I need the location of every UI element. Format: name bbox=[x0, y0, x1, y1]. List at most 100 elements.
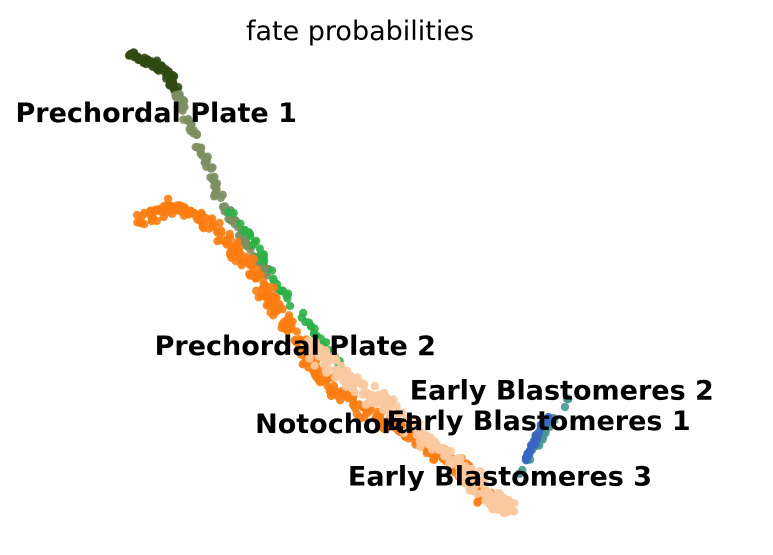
scatter-point bbox=[542, 416, 551, 425]
scatter-point bbox=[445, 458, 454, 468]
scatter-point bbox=[196, 213, 205, 222]
scatter-point bbox=[509, 507, 519, 516]
scatter-point bbox=[363, 408, 372, 417]
cluster-4 bbox=[299, 336, 519, 518]
scatter-point bbox=[193, 143, 202, 152]
scatter-point bbox=[186, 126, 195, 136]
scatter-point bbox=[365, 394, 374, 403]
scatter-point bbox=[199, 221, 208, 231]
scatter-point bbox=[166, 202, 175, 211]
cluster-label: Prechordal Plate 2 bbox=[155, 331, 436, 362]
scatter-point bbox=[461, 479, 470, 488]
scatter-point bbox=[136, 218, 146, 228]
scatter-point bbox=[154, 61, 163, 70]
scatter-point bbox=[310, 361, 319, 370]
cluster-label: Early Blastomeres 2 bbox=[410, 376, 714, 407]
scatter-point bbox=[275, 303, 284, 312]
scatter-point bbox=[165, 76, 175, 86]
scatter-point bbox=[375, 420, 384, 429]
scatter-point bbox=[386, 398, 396, 408]
scatter-point bbox=[125, 50, 134, 60]
scatter-point bbox=[248, 240, 257, 250]
scatter-point bbox=[226, 248, 235, 257]
scatter-point bbox=[229, 208, 238, 218]
scatter-point bbox=[323, 381, 332, 390]
scatter-point bbox=[262, 301, 271, 310]
scatter-point bbox=[213, 236, 222, 246]
scatter-point bbox=[525, 450, 534, 459]
scatter-point bbox=[306, 340, 315, 349]
scatter-point bbox=[259, 250, 268, 259]
scatter-point bbox=[472, 479, 481, 489]
scatter-point bbox=[270, 294, 280, 304]
scatter-point bbox=[394, 408, 403, 417]
scatter-point bbox=[505, 498, 514, 508]
scatter-point bbox=[350, 387, 359, 397]
cluster-6 bbox=[521, 412, 554, 465]
scatter-point bbox=[467, 464, 476, 474]
scatter-point bbox=[259, 278, 268, 287]
scatter-point bbox=[310, 324, 319, 333]
scatter-point bbox=[236, 219, 245, 228]
scatter-point bbox=[458, 464, 467, 473]
scatter-point bbox=[476, 466, 485, 476]
scatter-point bbox=[483, 493, 492, 502]
scatter-point bbox=[177, 103, 187, 113]
scatter-point bbox=[140, 53, 149, 62]
scatter-point bbox=[225, 233, 235, 243]
scatter-point bbox=[529, 436, 539, 445]
cluster-0 bbox=[124, 48, 184, 102]
scatter-point bbox=[491, 492, 500, 502]
scatter-point bbox=[285, 301, 295, 311]
scatter-point bbox=[481, 479, 490, 488]
scatter-point bbox=[198, 151, 207, 160]
scatter-point bbox=[210, 172, 219, 181]
scatter-point bbox=[331, 356, 340, 365]
scatter-point bbox=[416, 442, 425, 452]
scatter-point bbox=[431, 439, 441, 449]
scatter-point bbox=[213, 227, 222, 236]
cluster-label: Notochord bbox=[255, 409, 414, 440]
scatter-point bbox=[269, 283, 278, 292]
cluster-labels: Prechordal Plate 1 Prechordal Plate 2 Earl… bbox=[16, 98, 714, 493]
scatter-point bbox=[269, 274, 278, 284]
scatter-point bbox=[206, 164, 216, 173]
scatter-point bbox=[370, 381, 379, 391]
scatter-point bbox=[184, 210, 193, 219]
scatter-point bbox=[209, 220, 219, 229]
scatter-point bbox=[319, 360, 329, 369]
scatter-point bbox=[237, 261, 246, 270]
scatter-point bbox=[563, 394, 573, 404]
scatter-point bbox=[341, 382, 350, 391]
scatter-point bbox=[267, 266, 277, 275]
scatter-point bbox=[331, 373, 340, 382]
cluster-label: Prechordal Plate 1 bbox=[16, 98, 297, 129]
cluster-label: Early Blastomeres 1 bbox=[387, 406, 691, 437]
scatter-point bbox=[501, 507, 511, 516]
scatter-point bbox=[254, 271, 263, 280]
scatter-point bbox=[359, 388, 368, 397]
scatter-point bbox=[330, 385, 340, 395]
scatter-point bbox=[157, 206, 167, 215]
scatter-point bbox=[231, 241, 240, 250]
scatter-point bbox=[414, 418, 424, 428]
scatter-point bbox=[472, 489, 482, 498]
scatter-point bbox=[249, 254, 258, 264]
scatter-point bbox=[404, 417, 414, 427]
scatter-point bbox=[252, 286, 261, 295]
scatter-point bbox=[326, 391, 336, 401]
scatter-point bbox=[186, 120, 196, 129]
scatter-point bbox=[283, 319, 292, 328]
scatter-point bbox=[146, 206, 156, 215]
scatter-point bbox=[202, 157, 211, 166]
scatter-point bbox=[452, 454, 461, 464]
scatter-point bbox=[426, 433, 435, 442]
scatter-point bbox=[340, 391, 349, 401]
scatter-point bbox=[490, 501, 499, 510]
scatter-point bbox=[137, 212, 147, 221]
scatter-point bbox=[348, 375, 358, 384]
scatter-point bbox=[383, 423, 392, 432]
scatter-point bbox=[245, 231, 255, 241]
scatter-points bbox=[124, 48, 573, 518]
